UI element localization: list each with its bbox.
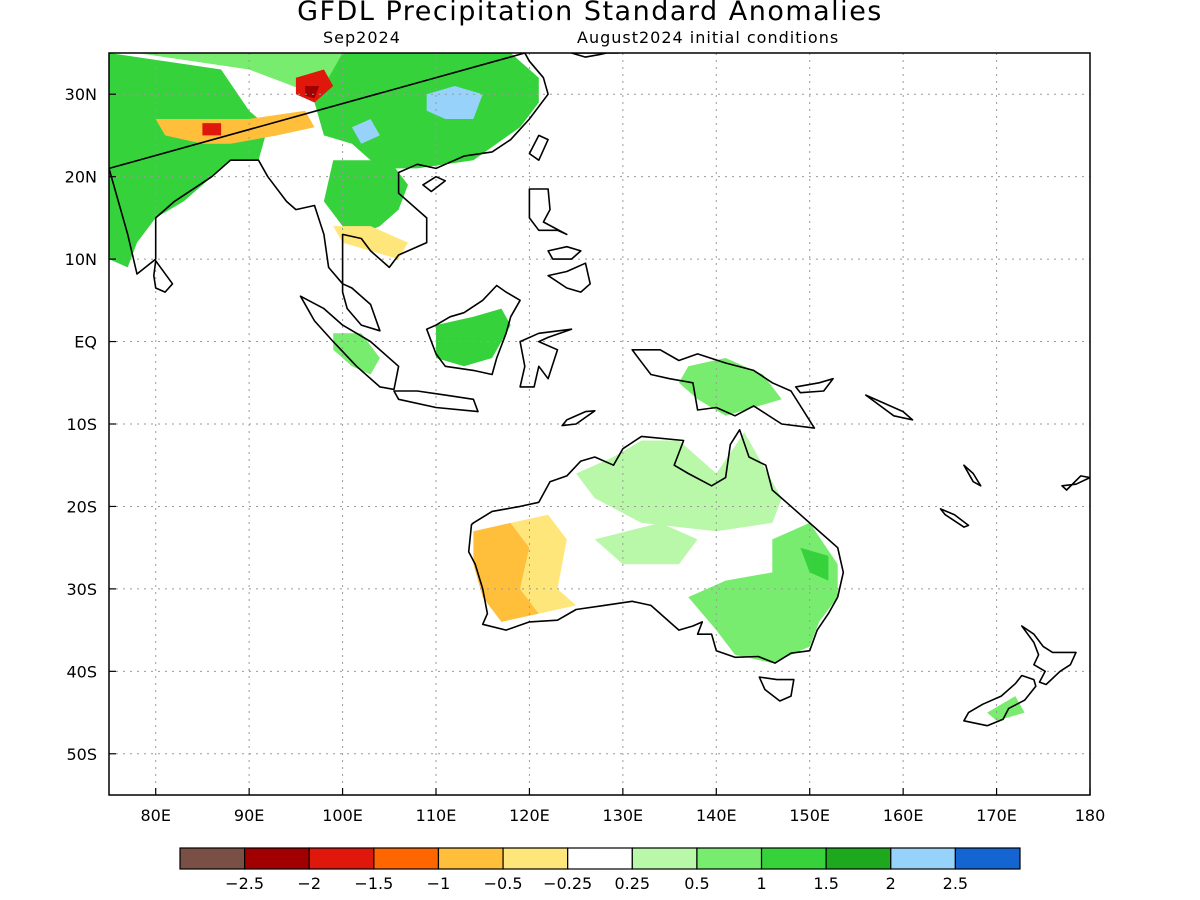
color-legend: −2.5 −2 −1.5 −1 −0.5 −0.25 0.25 0.5 1 1.5 2 2.5 bbox=[179, 847, 1021, 893]
coastline-srilanka bbox=[153, 259, 174, 293]
graticule-grid bbox=[109, 53, 1090, 795]
legend-label: −2.5 bbox=[225, 874, 264, 893]
legend-swatch bbox=[760, 847, 827, 870]
coastline-sumatra bbox=[299, 295, 400, 391]
anomaly-region-china-blue bbox=[426, 86, 483, 119]
coastline-fiji bbox=[1061, 475, 1090, 491]
coastline-hainan bbox=[422, 175, 447, 193]
coastline-australia bbox=[467, 428, 845, 664]
coastline-newbritain bbox=[794, 377, 834, 394]
legend-label: 0.5 bbox=[684, 874, 709, 893]
legend-swatch bbox=[696, 847, 763, 870]
coastline-java bbox=[393, 390, 479, 413]
legend-label: 2.5 bbox=[943, 874, 968, 893]
legend-label: −2 bbox=[297, 874, 321, 893]
legend-swatch bbox=[631, 847, 698, 870]
lon-tick-label: 170E bbox=[976, 806, 1017, 825]
initial-conditions-label: August2024 initial conditions bbox=[577, 28, 840, 47]
coastline-newguinea bbox=[631, 348, 816, 429]
legend-label: 0.25 bbox=[614, 874, 650, 893]
lon-tick-label: 100E bbox=[322, 806, 363, 825]
lat-tick-label: 30S bbox=[66, 580, 97, 599]
lon-tick-label: 140E bbox=[696, 806, 737, 825]
legend-swatch bbox=[502, 847, 569, 870]
legend-label: −0.25 bbox=[543, 874, 592, 893]
legend-swatch bbox=[244, 847, 310, 870]
anomaly-region-aus-west-yellow bbox=[510, 514, 577, 614]
anomaly-region-aus-east-darker bbox=[800, 547, 829, 581]
legend-swatch bbox=[825, 847, 892, 870]
lon-tick-label: 110E bbox=[416, 806, 457, 825]
lon-tick-label: 80E bbox=[140, 806, 170, 825]
legend-swatch bbox=[567, 847, 633, 870]
coastline-philippines-luzon bbox=[528, 188, 568, 236]
legend-label: 1 bbox=[756, 874, 766, 893]
coastline-asia bbox=[109, 53, 549, 332]
anomaly-region-borneo bbox=[436, 308, 511, 367]
anomaly-region-sichuan-dark bbox=[305, 86, 320, 99]
lat-tick-label: 30N bbox=[65, 85, 97, 104]
lon-tick-label: 120E bbox=[509, 806, 550, 825]
coastline-philippines-visayas bbox=[547, 245, 582, 260]
legend-swatch bbox=[437, 847, 504, 870]
coastline-taiwan bbox=[528, 134, 549, 161]
coastline-layer bbox=[109, 53, 1090, 727]
anomaly-region-aus-west-orange bbox=[473, 522, 539, 622]
legend-label: 1.5 bbox=[813, 874, 838, 893]
coastline-philippines-mindanao bbox=[547, 262, 592, 293]
coastline-nz-north bbox=[1020, 625, 1077, 686]
anomaly-region-china bbox=[314, 53, 539, 169]
anomaly-region-himalaya-red bbox=[202, 123, 222, 136]
coastline-newcaledonia bbox=[939, 508, 970, 528]
coastline-timor bbox=[561, 409, 596, 427]
lon-tick-label: 160E bbox=[883, 806, 924, 825]
legend-label: −0.5 bbox=[484, 874, 523, 893]
legend-label: −1.5 bbox=[354, 874, 393, 893]
lat-tick-label: 20S bbox=[66, 497, 97, 516]
lat-tick-label: EQ bbox=[74, 333, 97, 352]
lat-tick-label: 20N bbox=[65, 168, 97, 187]
legend-swatch bbox=[890, 847, 956, 870]
coastline-tasmania bbox=[758, 676, 795, 702]
anomaly-region-aus-central-green bbox=[594, 522, 698, 565]
coastline-korea bbox=[570, 53, 620, 58]
lat-tick-label: 50S bbox=[66, 745, 97, 764]
coastline-solomon bbox=[864, 394, 914, 421]
coastline-vanuatu bbox=[963, 464, 982, 487]
anomaly-region-indochina bbox=[323, 160, 408, 235]
map-title: GFDL Precipitation Standard Anomalies bbox=[297, 0, 883, 27]
lon-tick-label: 180 bbox=[1075, 806, 1106, 825]
anomaly-region-china-blue2 bbox=[351, 119, 380, 144]
lon-tick-label: 150E bbox=[789, 806, 830, 825]
legend-label: −1 bbox=[427, 874, 451, 893]
legend-swatch bbox=[954, 847, 1021, 870]
anomaly-shading-layer bbox=[109, 53, 1025, 721]
anomaly-region-sumatra bbox=[333, 333, 380, 375]
axis-ticks: 80E 90E 100E 110E 120E 130E 140E 150E 160E 170E 18… bbox=[65, 85, 1106, 825]
coastline-borneo bbox=[425, 284, 521, 376]
legend-swatch bbox=[373, 847, 440, 870]
lat-tick-label: 40S bbox=[66, 662, 97, 681]
anomaly-region-himalaya-orange bbox=[155, 110, 315, 144]
coastline-sulawesi bbox=[519, 328, 573, 388]
lon-tick-label: 90E bbox=[234, 806, 264, 825]
anomaly-region-nz-green bbox=[987, 696, 1025, 721]
forecast-month-label: Sep2024 bbox=[323, 28, 401, 47]
anomaly-region-india bbox=[109, 53, 268, 268]
anomaly-region-aus-east-green bbox=[688, 522, 838, 664]
lat-tick-label: 10N bbox=[65, 250, 97, 269]
legend-swatch bbox=[308, 847, 375, 870]
lat-tick-label: 10S bbox=[66, 415, 97, 434]
coastline-nz-south bbox=[963, 674, 1037, 727]
legend-label: 2 bbox=[886, 874, 896, 893]
anomaly-region-thai-yellow bbox=[333, 226, 408, 260]
legend-swatch bbox=[179, 847, 246, 870]
lon-tick-label: 130E bbox=[603, 806, 644, 825]
